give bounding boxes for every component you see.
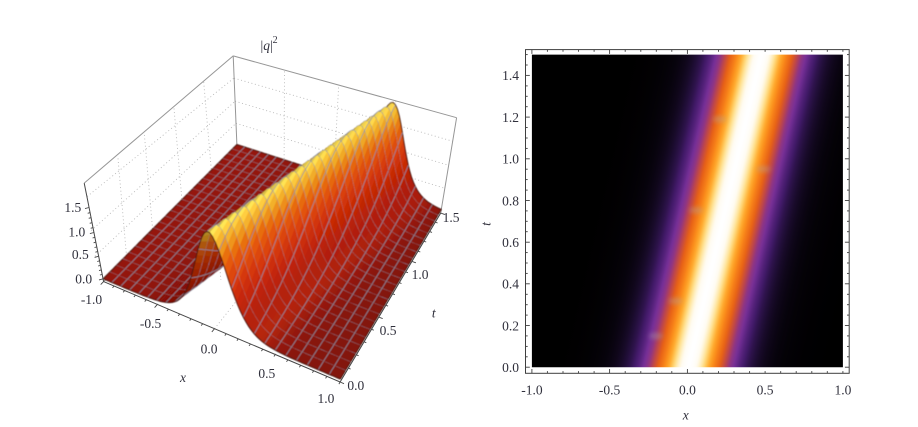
svg-text:0.5: 0.5: [757, 383, 774, 398]
svg-text:0.0: 0.0: [347, 378, 364, 393]
svg-text:-0.5: -0.5: [599, 383, 621, 398]
svg-text:0.2: 0.2: [502, 318, 519, 333]
svg-text:1.4: 1.4: [502, 68, 519, 83]
svg-text:0.4: 0.4: [502, 277, 519, 292]
svg-text:0.6: 0.6: [502, 235, 519, 250]
svg-text:-0.5: -0.5: [140, 316, 162, 331]
svg-text:1.0: 1.0: [412, 267, 429, 282]
svg-text:1.5: 1.5: [443, 210, 460, 225]
svg-text:0.0: 0.0: [201, 341, 218, 356]
svg-text:0.5: 0.5: [258, 366, 275, 381]
svg-text:0.5: 0.5: [380, 323, 397, 338]
svg-text:-1.0: -1.0: [521, 383, 543, 398]
svg-text:1.0: 1.0: [834, 383, 851, 398]
svg-text:0.0: 0.0: [75, 272, 92, 287]
svg-text:1.0: 1.0: [502, 152, 519, 167]
svg-text:x: x: [682, 408, 689, 423]
svg-text:1.0: 1.0: [317, 391, 334, 406]
svg-text:t: t: [479, 221, 494, 226]
svg-text:0.8: 0.8: [502, 193, 519, 208]
svg-text:1.2: 1.2: [502, 110, 519, 125]
svg-text:t: t: [432, 306, 437, 321]
svg-text:1.5: 1.5: [64, 200, 81, 215]
svg-text:-1.0: -1.0: [81, 292, 103, 307]
svg-text:x: x: [179, 370, 186, 385]
svg-text:1.0: 1.0: [68, 225, 85, 240]
svg-text:0.0: 0.0: [679, 383, 696, 398]
svg-text:0.0: 0.0: [502, 360, 519, 375]
svg-text:0.5: 0.5: [72, 247, 89, 262]
